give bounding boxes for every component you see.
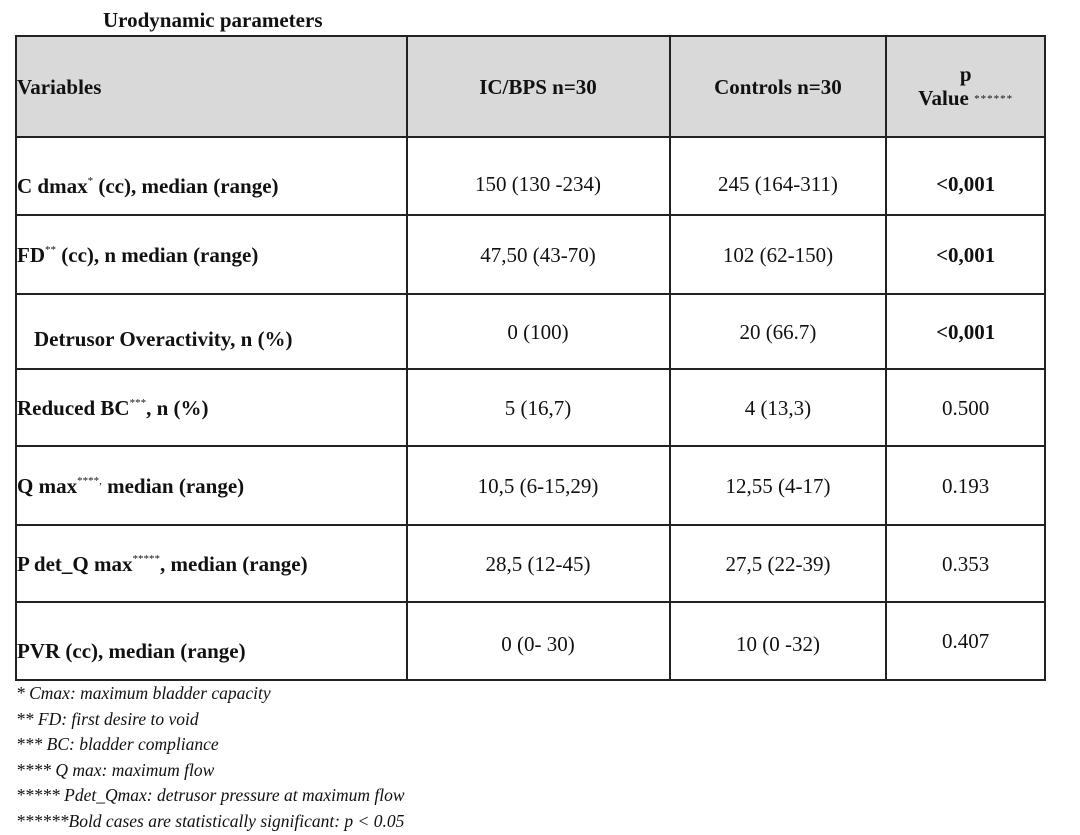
p-value-cell: 0.500	[885, 368, 1046, 447]
table-row: PVR (cc), median (range) 0 (0- 30) 10 (0…	[15, 601, 1046, 681]
controls-cell: 102 (62-150)	[668, 214, 888, 295]
variable-footnote-mark: **	[45, 243, 56, 256]
icbps-cell: 28,5 (12-45)	[405, 524, 671, 603]
variable-footnote-mark: ***	[129, 396, 147, 409]
variable-cell: C dmax* (cc), median (range)	[15, 136, 408, 216]
header-p-value-label: Value	[918, 86, 969, 110]
table-row: Detrusor Overactivity, n (%) 0 (100) 20 …	[15, 293, 1046, 370]
variable-detail: , n (%)	[146, 395, 209, 420]
controls-cell: 20 (66.7)	[668, 293, 888, 370]
table-row: Q max****, median (range) 10,5 (6-15,29)…	[15, 445, 1046, 526]
header-p-value: p Value ******	[885, 35, 1046, 138]
icbps-cell: 0 (0- 30)	[405, 601, 671, 681]
variable-footnote-mark: *	[87, 175, 94, 187]
footnote: * Cmax: maximum bladder capacity	[16, 683, 271, 703]
variable-cell: P det_Q max*****, median (range)	[15, 524, 408, 603]
p-value-cell: <0,001	[885, 214, 1046, 295]
table-title: Urodynamic parameters	[103, 8, 323, 32]
variable-footnote-mark: ****,	[77, 474, 102, 487]
variable-name: Reduced BC	[17, 395, 130, 420]
table-row: FD** (cc), n median (range) 47,50 (43-70…	[15, 214, 1046, 295]
variable-detail: median (range)	[101, 473, 245, 498]
variable-detail: (cc), median (range)	[93, 174, 279, 198]
header-p-line1: p	[959, 62, 972, 86]
controls-cell: 4 (13,3)	[668, 368, 888, 447]
header-p-line2: Value ******	[887, 86, 1044, 111]
variable-detail: , median (range)	[160, 551, 308, 576]
table-row: P det_Q max*****, median (range) 28,5 (1…	[15, 524, 1046, 603]
footnote: ***** Pdet_Qmax: detrusor pressure at ma…	[16, 785, 405, 806]
footnotes: * Cmax: maximum bladder capacity ** FD: …	[16, 681, 405, 835]
icbps-cell: 150 (130 -234)	[405, 136, 671, 216]
variable-cell: FD** (cc), n median (range)	[15, 214, 408, 295]
variable-name: PVR (cc), median (range)	[17, 639, 246, 663]
variable-cell: Q max****, median (range)	[15, 445, 408, 526]
icbps-cell: 10,5 (6-15,29)	[405, 445, 671, 526]
controls-cell: 10 (0 -32)	[668, 601, 888, 681]
p-value-cell: 0.407	[885, 601, 1046, 681]
header-p-stars: ******	[974, 93, 1014, 105]
variable-name: Detrusor Overactivity, n (%)	[34, 326, 293, 351]
variable-cell: PVR (cc), median (range)	[15, 601, 408, 681]
header-icbps: IC/BPS n=30	[405, 35, 671, 138]
p-value-cell: 0.193	[885, 445, 1046, 526]
footnote: *** BC: bladder compliance	[16, 734, 219, 755]
table-row: C dmax* (cc), median (range) 150 (130 -2…	[15, 136, 1046, 216]
variable-footnote-mark: *****	[132, 552, 161, 565]
header-variables: Variables	[15, 35, 408, 138]
controls-cell: 27,5 (22-39)	[668, 524, 888, 603]
variable-detail: (cc), n median (range)	[56, 242, 259, 267]
icbps-cell: 5 (16,7)	[405, 368, 671, 447]
controls-cell: 245 (164-311)	[668, 136, 888, 216]
header-row: Variables IC/BPS n=30 Controls n=30 p Va…	[15, 35, 1046, 138]
table-row: Reduced BC***, n (%) 5 (16,7) 4 (13,3) 0…	[15, 368, 1046, 447]
footnote: ** FD: first desire to void	[16, 708, 199, 729]
icbps-cell: 0 (100)	[405, 293, 671, 370]
p-value-cell: 0.353	[885, 524, 1046, 603]
p-value-cell: <0,001	[885, 136, 1046, 216]
variable-cell: Reduced BC***, n (%)	[15, 368, 408, 447]
variable-name: Q max	[17, 473, 78, 498]
footnote: **** Q max: maximum flow	[16, 759, 215, 780]
header-controls: Controls n=30	[668, 35, 888, 138]
variable-cell: Detrusor Overactivity, n (%)	[15, 293, 408, 370]
variable-name: C dmax	[17, 174, 88, 198]
controls-cell: 12,55 (4-17)	[668, 445, 888, 526]
variable-name: FD	[17, 242, 45, 267]
icbps-cell: 47,50 (43-70)	[405, 214, 671, 295]
variable-name: P det_Q max	[17, 551, 133, 576]
p-value-cell: <0,001	[885, 293, 1046, 370]
footnote: ******Bold cases are statistically signi…	[16, 810, 405, 831]
urodynamic-table: Variables IC/BPS n=30 Controls n=30 p Va…	[15, 35, 1046, 681]
